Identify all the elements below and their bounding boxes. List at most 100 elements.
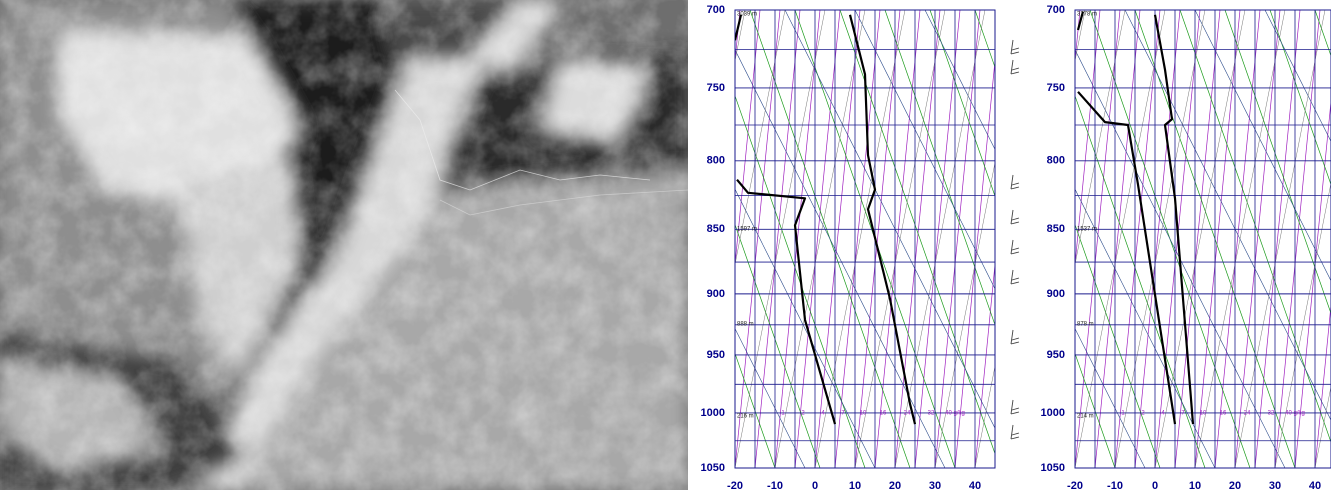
mixing-ratio-label: 1: [781, 410, 785, 416]
y-tick-label: 700: [1047, 4, 1065, 16]
isohume: [994, 464, 995, 468]
isotherm: [1114, 10, 1206, 468]
isotherm: [915, 10, 1005, 468]
isohume: [954, 57, 995, 468]
x-tick-label: 10: [849, 480, 861, 490]
isohume: [995, 10, 1040, 468]
dry-adiabat: [865, 10, 1025, 468]
x-tick-label: -20: [1067, 480, 1083, 490]
wind-barb: [1010, 39, 1020, 55]
x-tick-label: 40: [1309, 480, 1321, 490]
x-tick-label: -10: [767, 480, 783, 490]
isohume: [874, 10, 921, 468]
y-tick-label: 950: [1047, 349, 1065, 361]
isotherm: [1234, 10, 1326, 468]
height-label: 214 m: [1077, 414, 1094, 420]
isotherm: [1075, 10, 1086, 63]
y-tick-label: 850: [707, 223, 725, 235]
background-lines: [775, 10, 1331, 468]
x-tick-label: 30: [1269, 480, 1281, 490]
isotherm: [814, 10, 906, 468]
wind-barb: [1010, 269, 1020, 285]
x-tick-label: -10: [1107, 480, 1123, 490]
wind-barb: [1010, 424, 1020, 440]
wind-barb: [1010, 239, 1020, 255]
mixing-ratio-label: 4: [1161, 410, 1165, 416]
isohume: [1214, 10, 1261, 468]
moist-adiabat: [854, 10, 995, 290]
x-tick-label: 30: [929, 480, 941, 490]
mixing-ratio-label: 40 g/kg: [945, 410, 965, 416]
mixing-ratio-label: 7: [841, 410, 845, 416]
mixing-ratio-label: 24: [904, 410, 911, 416]
dry-adiabat: [735, 352, 776, 468]
isohume: [1134, 10, 1181, 468]
x-tick-label: 20: [1229, 480, 1241, 490]
y-tick-label: 850: [1047, 223, 1065, 235]
y-tick-label: 900: [707, 288, 725, 300]
moist-adiabat: [1194, 10, 1331, 282]
isohume: [1114, 10, 1161, 468]
isohume: [735, 10, 761, 269]
height-label: 216 m: [737, 414, 754, 420]
y-tick-label: 800: [1047, 155, 1065, 167]
moist-adiabat: [735, 327, 806, 468]
wind-barb: [1010, 329, 1020, 345]
isohume: [1075, 10, 1121, 468]
isohume: [1094, 10, 1141, 468]
dry-adiabat: [839, 10, 995, 455]
isohume: [894, 10, 941, 468]
y-tick-label: 1000: [701, 407, 725, 419]
y-tick-label: 1050: [1041, 462, 1065, 474]
satellite-image: [0, 0, 688, 490]
x-tick-label: 0: [1152, 480, 1158, 490]
isohume: [814, 10, 861, 468]
y-tick-label: 950: [707, 349, 725, 361]
moist-adiabat: [924, 10, 995, 151]
mixing-ratio-label: 10: [860, 410, 867, 416]
isotherm: [955, 10, 1045, 468]
isohume: [735, 10, 741, 65]
dry-adiabat: [929, 10, 995, 198]
isohume: [914, 10, 961, 468]
isohume: [1015, 10, 1060, 468]
dry-adiabat: [1179, 10, 1331, 444]
dry-adiabat: [1075, 94, 1206, 468]
y-tick-label: 750: [1047, 82, 1065, 94]
isotherm: [1075, 10, 1126, 266]
wind-barb: [1010, 209, 1020, 225]
sounding-line: [1153, 14, 1195, 425]
mixing-ratio-label: 1: [1121, 410, 1125, 416]
height-label: 3039 m: [737, 12, 757, 18]
moist-adiabat: [775, 10, 1005, 468]
mixing-ratio-label: 7: [1181, 410, 1185, 416]
isohume: [1294, 98, 1331, 468]
height-label: 888 m: [737, 322, 754, 328]
dry-adiabat: [1075, 352, 1116, 468]
wind-barb: [1010, 174, 1020, 190]
dry-adiabat: [1224, 10, 1331, 315]
height-label: 1597 m: [737, 227, 757, 233]
mixing-ratio-label: 32: [928, 410, 935, 416]
sounding-line: [1076, 11, 1177, 425]
isotherm: [1274, 181, 1331, 468]
sounding: [735, 14, 917, 425]
isohume: [1314, 301, 1331, 468]
y-tick-label: 700: [707, 4, 725, 16]
dry-adiabat: [1269, 10, 1331, 186]
x-tick-label: 20: [889, 480, 901, 490]
mixing-ratio-label: 4: [821, 410, 825, 416]
plot-frame: [1074, 9, 1331, 469]
isohume: [1015, 10, 1060, 468]
isotherm: [934, 161, 995, 468]
isotherm: [1075, 10, 1166, 468]
isohume: [1075, 10, 1101, 269]
dry-adiabat: [910, 10, 1070, 468]
isohume: [754, 10, 801, 468]
x-tick-label: -20: [727, 480, 743, 490]
x-tick-label: 10: [1189, 480, 1201, 490]
